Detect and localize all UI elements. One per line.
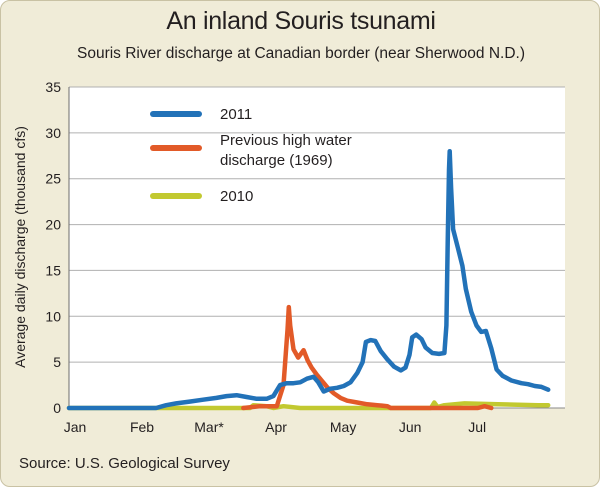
grid-lines [68, 86, 565, 409]
legend-label-2: 2010 [220, 188, 253, 205]
x-tick-label: Jul [468, 419, 486, 435]
x-tick-labels: Jan Feb Mar* Apr May Jun Jul [64, 419, 486, 435]
y-tick-label: 30 [45, 125, 61, 141]
series-line-1 [241, 304, 494, 411]
source-note: Source: U.S. Geological Survey [19, 455, 230, 472]
y-tick-label: 10 [45, 308, 61, 324]
x-tick-label: May [330, 419, 356, 435]
x-tick-label: Jan [64, 419, 87, 435]
x-tick-label: Mar* [194, 419, 224, 435]
y-tick-label: 25 [45, 171, 61, 187]
y-tick-label: 35 [45, 79, 61, 95]
x-tick-label: Feb [130, 419, 154, 435]
legend-label-0: 2011 [220, 106, 252, 123]
plot-area [69, 87, 565, 408]
y-tick-label: 5 [53, 354, 61, 370]
chart-title: An inland Souris tsunami [166, 7, 436, 35]
y-tick-label: 0 [53, 400, 61, 416]
legend-label-1: Previous high water discharge (1969) [220, 132, 352, 169]
series-lines [66, 148, 551, 411]
y-tick-label: 15 [45, 262, 61, 278]
x-tick-label: Jun [399, 419, 422, 435]
y-tick-label: 20 [45, 217, 61, 233]
legend: 2011 Previous high water discharge (1969) 2… [150, 106, 352, 205]
chart-subtitle: Souris River discharge at Canadian borde… [77, 45, 525, 62]
y-tick-labels: 0 5 10 15 20 25 30 35 [45, 79, 61, 416]
x-tick-label: Apr [265, 419, 287, 435]
series-line-0 [66, 148, 551, 411]
y-axis-label: Average daily discharge (thousand cfs) [12, 126, 28, 368]
